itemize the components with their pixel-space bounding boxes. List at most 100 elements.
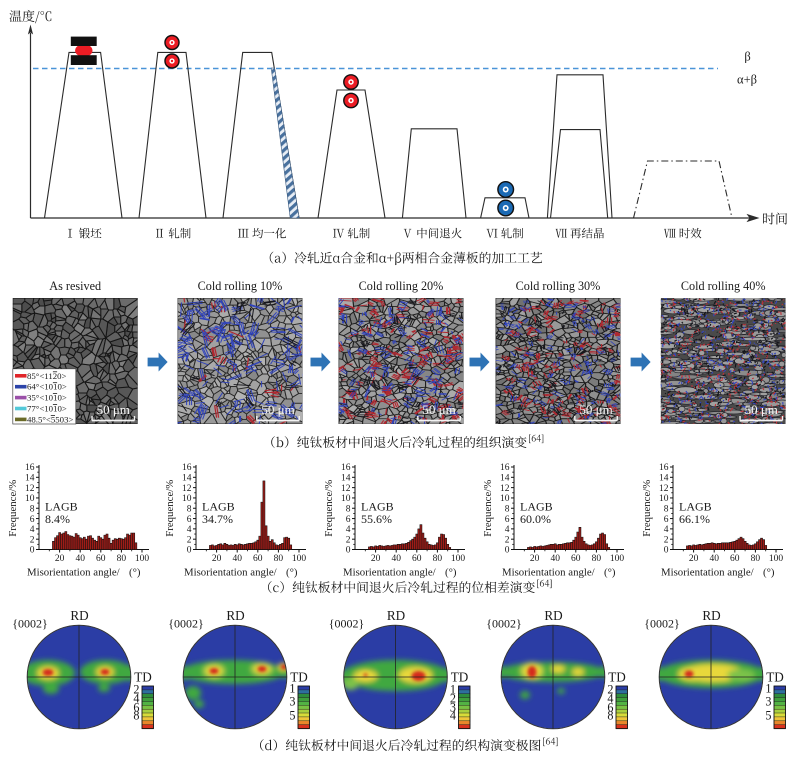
svg-text:50 μm: 50 μm <box>745 402 778 417</box>
svg-text:β: β <box>744 50 750 64</box>
svg-text:LAGB: LAGB <box>45 499 78 513</box>
svg-text:Frequence/%: Frequence/% <box>482 480 494 537</box>
svg-text:16: 16 <box>182 463 192 473</box>
svg-text:3: 3 <box>289 695 295 709</box>
svg-text:2: 2 <box>664 535 669 545</box>
svg-text:4: 4 <box>30 525 35 535</box>
svg-text:(°): (°) <box>604 567 616 579</box>
svg-text:100: 100 <box>769 554 784 564</box>
svg-text:TD: TD <box>134 670 152 685</box>
svg-text:10: 10 <box>25 494 35 504</box>
svg-text:Cold rolling 30%: Cold rolling 30% <box>516 279 601 293</box>
svg-text:80: 80 <box>117 554 127 564</box>
svg-text:50 μm: 50 μm <box>261 402 294 417</box>
svg-text:12: 12 <box>25 484 35 494</box>
svg-text:1: 1 <box>765 682 771 696</box>
svg-text:8: 8 <box>187 504 192 514</box>
svg-text:{0002}: {0002} <box>12 617 48 631</box>
svg-text:4: 4 <box>133 692 139 706</box>
svg-text:35°<1010>: 35°<1010> <box>27 393 67 403</box>
svg-text:40: 40 <box>550 554 560 564</box>
svg-text:6: 6 <box>133 701 139 715</box>
svg-text:4: 4 <box>664 525 669 535</box>
svg-text:Cold rolling 10%: Cold rolling 10% <box>198 279 283 293</box>
svg-text:60: 60 <box>96 554 106 564</box>
svg-text:2: 2 <box>187 535 192 545</box>
svg-text:2: 2 <box>505 535 510 545</box>
svg-text:48.5°<5503>: 48.5°<5503> <box>27 414 73 424</box>
svg-text:4: 4 <box>505 525 510 535</box>
svg-text:0: 0 <box>346 546 351 556</box>
svg-text:RD: RD <box>702 608 720 623</box>
svg-text:TD: TD <box>766 670 784 685</box>
svg-text:6: 6 <box>664 515 669 525</box>
svg-text:16: 16 <box>659 463 669 473</box>
svg-text:20: 20 <box>530 554 540 564</box>
svg-text:α+β: α+β <box>737 73 757 87</box>
svg-text:Misorientation angle/: Misorientation angle/ <box>502 567 595 579</box>
svg-text:12: 12 <box>659 484 669 494</box>
svg-text:Frequence/%: Frequence/% <box>641 480 653 537</box>
svg-text:TD: TD <box>608 670 626 685</box>
svg-text:16: 16 <box>500 463 510 473</box>
svg-text:As resived: As resived <box>49 279 101 293</box>
svg-text:0: 0 <box>30 546 35 556</box>
svg-text:8: 8 <box>346 504 351 514</box>
svg-text:40: 40 <box>232 554 242 564</box>
svg-text:80: 80 <box>274 554 284 564</box>
svg-text:14: 14 <box>500 474 510 484</box>
svg-text:TD: TD <box>451 670 469 685</box>
svg-text:60: 60 <box>253 554 263 564</box>
svg-text:LAGB: LAGB <box>202 499 235 513</box>
svg-text:6: 6 <box>346 515 351 525</box>
svg-text:Misorientation angle/: Misorientation angle/ <box>343 567 436 579</box>
svg-text:0: 0 <box>664 546 669 556</box>
svg-text:Cold rolling 40%: Cold rolling 40% <box>681 279 766 293</box>
svg-text:RD: RD <box>387 608 405 623</box>
svg-text:8: 8 <box>133 709 139 723</box>
svg-text:6: 6 <box>505 515 510 525</box>
svg-text:14: 14 <box>182 474 192 484</box>
svg-text:66.1%: 66.1% <box>679 512 710 526</box>
svg-text:64°<1010>: 64°<1010> <box>27 382 67 392</box>
svg-text:60: 60 <box>412 554 422 564</box>
svg-text:Frequence/%: Frequence/% <box>7 480 19 537</box>
svg-text:4: 4 <box>187 525 192 535</box>
svg-text:(°): (°) <box>445 567 457 579</box>
svg-text:12: 12 <box>341 484 351 494</box>
svg-text:80: 80 <box>751 554 761 564</box>
svg-text:RD: RD <box>544 608 562 623</box>
svg-text:12: 12 <box>500 484 510 494</box>
svg-text:Misorientation angle/: Misorientation angle/ <box>27 567 120 579</box>
svg-text:8: 8 <box>30 504 35 514</box>
svg-text:8: 8 <box>505 504 510 514</box>
svg-text:20: 20 <box>55 554 65 564</box>
svg-text:10: 10 <box>341 494 351 504</box>
svg-text:6: 6 <box>187 515 192 525</box>
svg-text:1: 1 <box>289 682 295 696</box>
svg-text:10: 10 <box>659 494 669 504</box>
svg-text:60: 60 <box>571 554 581 564</box>
svg-text:80: 80 <box>592 554 602 564</box>
svg-text:2: 2 <box>133 683 139 697</box>
svg-text:(°): (°) <box>763 567 775 579</box>
svg-text:100: 100 <box>292 554 307 564</box>
svg-text:6: 6 <box>30 515 35 525</box>
svg-text:100: 100 <box>610 554 625 564</box>
svg-text:4: 4 <box>346 525 351 535</box>
svg-text:14: 14 <box>341 474 351 484</box>
svg-text:60: 60 <box>730 554 740 564</box>
svg-text:40: 40 <box>709 554 719 564</box>
svg-text:16: 16 <box>341 463 351 473</box>
svg-text:TD: TD <box>290 670 308 685</box>
svg-text:14: 14 <box>25 474 35 484</box>
svg-text:Frequence/%: Frequence/% <box>323 480 335 537</box>
svg-text:6: 6 <box>607 701 613 715</box>
svg-text:14: 14 <box>659 474 669 484</box>
svg-text:{0002}: {0002} <box>486 617 522 631</box>
svg-text:8: 8 <box>607 709 613 723</box>
svg-text:4: 4 <box>607 692 613 706</box>
svg-text:20: 20 <box>212 554 222 564</box>
svg-text:8.4%: 8.4% <box>45 512 70 526</box>
svg-text:{0002}: {0002} <box>644 617 680 631</box>
